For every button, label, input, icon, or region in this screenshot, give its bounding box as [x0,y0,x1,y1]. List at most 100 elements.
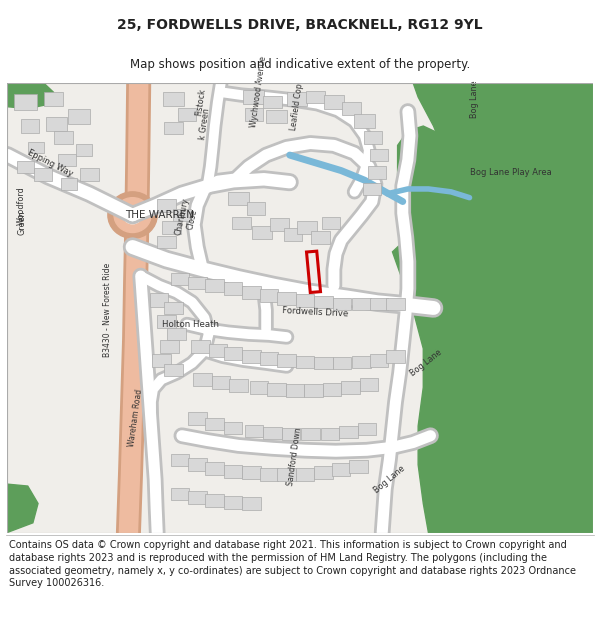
Text: Green: Green [17,211,26,235]
Bar [339,426,358,438]
Bar [164,364,183,376]
Bar [370,298,388,311]
Polygon shape [480,82,593,194]
Bar [188,459,206,471]
Polygon shape [398,126,470,238]
Bar [58,154,76,166]
Bar [252,226,272,239]
Bar [244,90,264,104]
Text: Contains OS data © Crown copyright and database right 2021. This information is : Contains OS data © Crown copyright and d… [9,540,576,588]
Bar [314,357,333,369]
Bar [266,109,287,123]
Text: Leafield Cop: Leafield Cop [289,82,305,131]
Text: 25, FORDWELLS DRIVE, BRACKNELL, RG12 9YL: 25, FORDWELLS DRIVE, BRACKNELL, RG12 9YL [117,18,483,32]
Text: Bog Lane: Bog Lane [372,464,407,495]
Bar [212,376,230,389]
Bar [170,272,189,285]
Bar [341,381,359,394]
Polygon shape [7,484,38,532]
Bar [193,373,212,386]
Circle shape [108,192,157,238]
Bar [205,462,224,475]
Bar [242,497,261,510]
Bar [164,122,183,134]
Bar [245,424,263,437]
Bar [224,282,242,295]
Bar [349,461,368,473]
Bar [242,350,261,362]
Bar [306,91,325,103]
Bar [260,289,278,302]
Circle shape [123,206,142,224]
Bar [342,102,361,115]
Bar [224,422,242,434]
Bar [170,488,189,500]
Bar [368,166,386,179]
Bar [17,161,34,172]
Polygon shape [392,82,593,532]
Bar [284,228,302,241]
Text: Bog Lane: Bog Lane [470,80,479,118]
Text: Woodford: Woodford [17,186,26,225]
Bar [370,354,388,366]
Bar [358,422,376,435]
Bar [277,468,296,481]
Text: Sandford Down: Sandford Down [286,428,304,487]
Bar [323,383,341,396]
Bar [205,279,224,292]
Circle shape [114,198,151,232]
Bar [386,298,405,311]
Bar [320,428,339,440]
Bar [314,466,333,479]
Text: Fistock: Fistock [194,88,207,116]
Bar [301,428,320,440]
Text: Bog Lane Play Area: Bog Lane Play Area [470,168,551,177]
Bar [20,119,39,133]
Bar [167,328,186,341]
Text: Charlbury
Close: Charlbury Close [173,198,200,239]
Bar [163,92,184,106]
Bar [287,92,307,106]
Bar [314,296,333,309]
Bar [55,131,73,144]
Bar [228,192,248,206]
Bar [173,209,191,221]
Text: Fordwells Drive: Fordwells Drive [282,306,349,318]
Bar [229,379,248,392]
Bar [160,341,179,353]
Text: Holton Heath: Holton Heath [161,320,218,329]
Bar [296,468,314,481]
Bar [332,463,350,476]
Bar [352,298,371,311]
Bar [14,94,37,109]
Bar [286,384,304,396]
Bar [205,418,224,431]
Bar [178,108,196,121]
Bar [28,141,44,153]
Text: Bog Lane: Bog Lane [409,348,444,378]
Bar [150,294,169,307]
Bar [364,131,382,144]
Bar [76,144,92,156]
Text: k Green: k Green [198,107,211,141]
Bar [205,494,224,507]
Bar [247,202,265,214]
Bar [188,491,206,504]
Bar [68,109,91,124]
Bar [267,383,286,396]
Bar [263,426,281,439]
Bar [277,354,296,366]
Bar [281,428,300,440]
Bar [157,236,176,249]
Bar [170,454,189,466]
Bar [209,344,227,357]
Bar [164,302,183,314]
Bar [296,356,314,369]
Bar [304,384,323,396]
Bar [296,294,314,306]
Bar [352,356,371,369]
Bar [323,95,344,109]
Bar [224,465,242,478]
Bar [61,178,77,190]
Bar [224,496,242,509]
